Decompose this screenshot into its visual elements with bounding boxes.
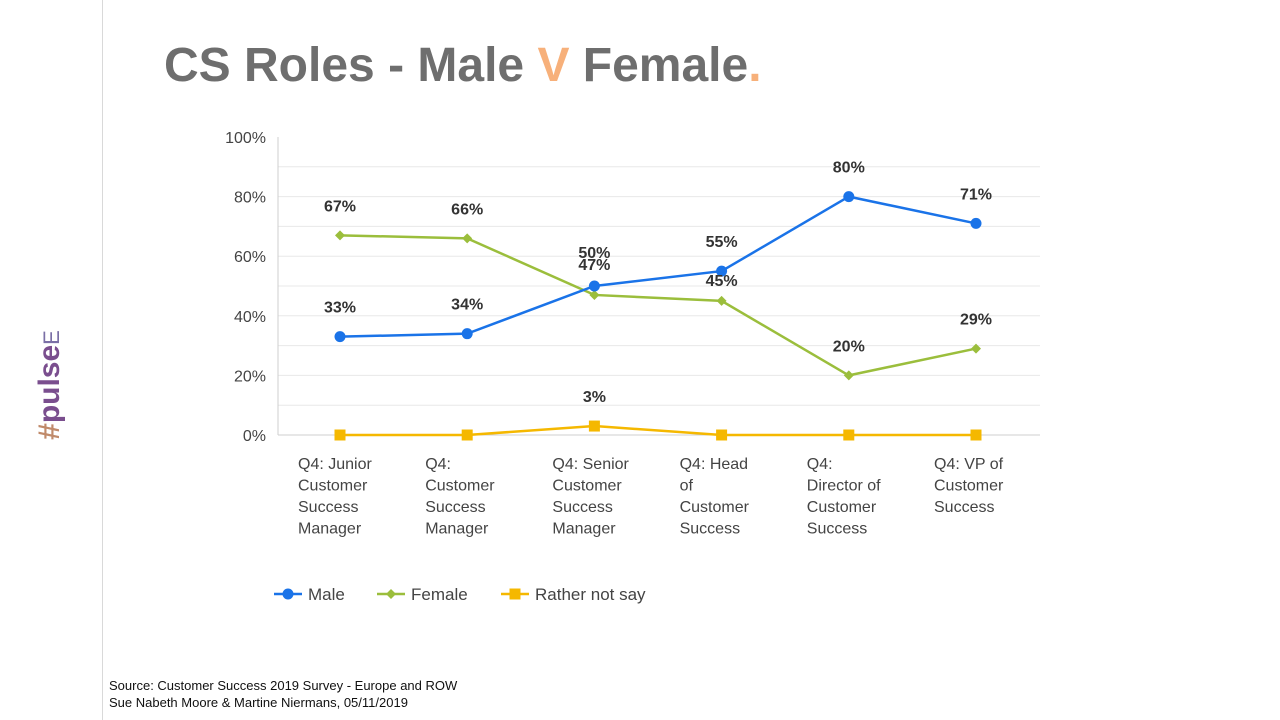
- source-note: Source: Customer Success 2019 Survey - E…: [109, 677, 457, 711]
- x-tick-label: Q4: Junior Customer Success Manager: [298, 456, 372, 538]
- legend-label: Male: [308, 585, 345, 604]
- legend-marker: [386, 589, 396, 599]
- source-line-2: Sue Nabeth Moore & Martine Niermans, 05/…: [109, 695, 408, 710]
- data-point-female: [971, 343, 981, 354]
- data-point-rather-not-say: [716, 429, 728, 441]
- legend-label: Rather not say: [535, 585, 646, 604]
- y-tick-label: 60%: [234, 249, 266, 266]
- data-label: 47%: [578, 257, 610, 274]
- data-label: 33%: [324, 300, 356, 317]
- data-label: 3%: [583, 389, 606, 406]
- data-point-rather-not-say: [970, 429, 982, 441]
- data-label: 45%: [706, 273, 738, 290]
- x-tick-label: Q4: Customer Success Manager: [425, 456, 495, 538]
- data-point-male: [843, 191, 855, 203]
- data-point-rather-not-say: [588, 420, 600, 432]
- data-point-female: [335, 230, 345, 241]
- data-point-female: [589, 289, 600, 300]
- data-label: 55%: [706, 234, 738, 251]
- y-tick-label: 40%: [234, 309, 266, 326]
- data-label: 66%: [451, 201, 483, 218]
- data-point-male: [716, 265, 728, 277]
- data-point-rather-not-say: [461, 429, 473, 441]
- slide-title: CS Roles - Male V Female.: [164, 38, 762, 93]
- legend-marker: [509, 588, 521, 600]
- data-point-rather-not-say: [843, 429, 855, 441]
- data-point-male: [970, 217, 982, 229]
- series-line-male: [339, 195, 977, 338]
- data-label: 29%: [960, 312, 992, 329]
- title-part1: CS Roles - Male: [164, 39, 538, 92]
- y-tick-label: 0%: [243, 428, 266, 445]
- x-tick-label: Q4: Director of Customer Success: [807, 456, 881, 538]
- series-line-rather-not-say: [340, 424, 976, 437]
- y-tick-label: 80%: [234, 190, 266, 207]
- data-point-rather-not-say: [334, 429, 346, 441]
- data-point-female: [716, 295, 727, 306]
- title-dot: .: [748, 39, 762, 92]
- data-point-male: [588, 280, 600, 292]
- side-divider: [102, 0, 103, 720]
- data-label: 20%: [833, 338, 865, 355]
- series-line-female: [339, 234, 977, 377]
- source-line-1: Source: Customer Success 2019 Survey - E…: [109, 678, 458, 693]
- data-label: 71%: [960, 186, 992, 203]
- title-part2: Female: [569, 39, 749, 92]
- y-tick-label: 20%: [234, 368, 266, 385]
- data-label: 80%: [833, 160, 865, 177]
- legend-marker: [282, 588, 294, 600]
- data-point-female: [843, 370, 854, 381]
- x-tick-label: Q4: Senior Customer Success Manager: [552, 456, 629, 538]
- x-tick-label: Q4: Head of Customer Success: [680, 456, 750, 538]
- y-tick-label: 100%: [225, 130, 266, 147]
- legend-label: Female: [411, 585, 468, 604]
- data-point-female: [462, 233, 473, 244]
- data-point-male: [334, 331, 346, 343]
- data-point-male: [461, 328, 473, 340]
- title-accent-letter: V: [537, 39, 570, 92]
- data-label: 50%: [578, 245, 610, 262]
- x-tick-label: Q4: VP of Customer Success: [934, 456, 1004, 516]
- data-label: 67%: [324, 198, 356, 215]
- data-label: 34%: [451, 297, 483, 314]
